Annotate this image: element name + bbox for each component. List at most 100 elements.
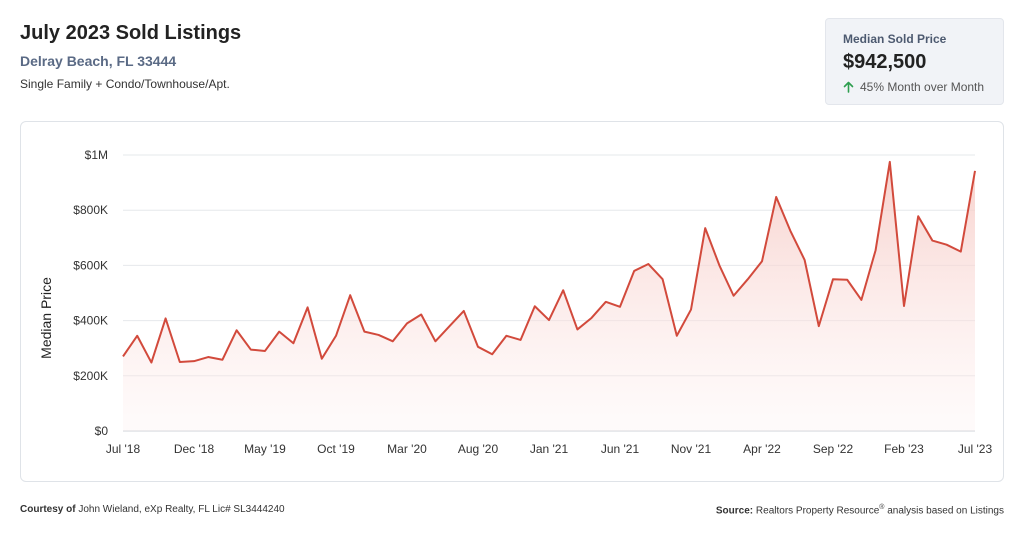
- courtesy-prefix: Courtesy of: [20, 504, 76, 515]
- data-point: [348, 293, 352, 297]
- y-axis-label: Median Price: [38, 277, 54, 359]
- data-point: [391, 339, 395, 343]
- median-price-area: [123, 161, 975, 431]
- data-point: [405, 321, 409, 325]
- x-tick-label: Feb '23: [884, 442, 924, 456]
- x-tick-label: Mar '20: [387, 442, 427, 456]
- data-point: [632, 269, 636, 273]
- data-point: [149, 361, 153, 365]
- data-point: [448, 324, 452, 328]
- source-text-end: analysis based on Listings: [884, 505, 1004, 517]
- data-point: [973, 169, 977, 173]
- y-tick-label: $400K: [73, 314, 108, 328]
- data-point: [788, 229, 792, 233]
- data-point: [306, 305, 310, 309]
- arrow-up-icon: [843, 81, 854, 93]
- data-point: [831, 277, 835, 281]
- courtesy-footer: Courtesy of John Wieland, eXp Realty, FL…: [20, 504, 285, 515]
- data-point: [377, 333, 381, 337]
- data-point: [945, 243, 949, 247]
- stat-change-text: 45% Month over Month: [860, 80, 985, 94]
- data-point: [320, 357, 324, 361]
- data-point: [604, 300, 608, 304]
- data-point: [888, 160, 892, 164]
- data-point: [277, 330, 281, 334]
- data-point: [433, 339, 437, 343]
- data-point: [717, 263, 721, 267]
- median-price-line: [122, 160, 976, 364]
- data-point: [206, 355, 210, 359]
- data-point: [249, 348, 253, 352]
- data-point: [178, 360, 182, 364]
- data-point: [490, 352, 494, 356]
- stat-change: 45% Month over Month: [843, 80, 984, 94]
- x-tick-label: Nov '21: [671, 442, 712, 456]
- data-point: [703, 226, 707, 230]
- data-point: [916, 214, 920, 218]
- data-point: [618, 305, 622, 309]
- data-point: [476, 345, 480, 349]
- data-point: [817, 324, 821, 328]
- data-point: [220, 358, 224, 362]
- source-prefix: Source:: [715, 505, 754, 517]
- y-tick-label: $0: [95, 424, 109, 438]
- y-tick-label: $600K: [73, 258, 108, 272]
- data-point: [661, 277, 665, 281]
- data-point: [646, 262, 650, 266]
- data-point: [675, 334, 679, 338]
- data-point: [930, 239, 934, 243]
- data-point: [164, 316, 168, 320]
- x-tick-label: Jun '21: [601, 442, 640, 456]
- data-point: [590, 316, 594, 320]
- data-point: [135, 334, 139, 338]
- courtesy-text: John Wieland, eXp Realty, FL Lic# SL3444…: [78, 504, 285, 515]
- x-tick-label: May '19: [244, 442, 286, 456]
- data-point: [746, 277, 750, 281]
- data-point: [575, 327, 579, 331]
- data-point: [902, 304, 906, 308]
- data-point: [419, 313, 423, 317]
- data-point: [803, 258, 807, 262]
- y-tick-label: $800K: [73, 203, 108, 217]
- data-point: [192, 359, 196, 363]
- location-subtitle: Delray Beach, FL 33444: [20, 53, 177, 69]
- registered-mark: ®: [879, 504, 885, 511]
- data-point: [334, 334, 338, 338]
- median-sold-price-card: Median Sold Price $942,500 45% Month ove…: [825, 18, 1004, 105]
- stat-label: Median Sold Price: [843, 32, 947, 46]
- data-point: [859, 298, 863, 302]
- data-point: [235, 328, 239, 332]
- data-point: [462, 309, 466, 313]
- source-text: Realtors Property Resource: [755, 505, 880, 517]
- source-footer: Source: Realtors Property Resource® anal…: [716, 504, 1004, 516]
- data-point: [504, 334, 508, 338]
- page-title: July 2023 Sold Listings: [20, 22, 242, 44]
- x-tick-label: Apr '22: [743, 442, 781, 456]
- stat-value: $942,500: [843, 51, 927, 73]
- data-point: [362, 330, 366, 334]
- property-types-text: Single Family + Condo/Townhouse/Apt.: [20, 77, 230, 91]
- data-point: [774, 195, 778, 199]
- data-point: [732, 294, 736, 298]
- data-point: [519, 338, 523, 342]
- x-tick-label: Sep '22: [813, 442, 854, 456]
- data-point: [547, 318, 551, 322]
- data-point: [561, 288, 565, 292]
- data-point: [533, 304, 537, 308]
- data-point: [845, 278, 849, 282]
- y-tick-label: $1M: [85, 148, 108, 162]
- data-point: [874, 248, 878, 252]
- data-point: [959, 250, 963, 254]
- x-tick-label: Jan '21: [530, 442, 569, 456]
- data-point: [760, 259, 764, 263]
- data-point: [689, 308, 693, 312]
- median-price-chart: $0 $200K $400K $600K $800K $1M Jul '18 Dec '18 M…: [38, 148, 993, 456]
- x-tick-label: Aug '20: [458, 442, 499, 456]
- x-tick-label: Jul '18: [106, 442, 141, 456]
- x-tick-label: Jul '23: [958, 442, 993, 456]
- x-tick-label: Dec '18: [174, 442, 215, 456]
- data-point: [263, 349, 267, 353]
- x-tick-label: Oct '19: [317, 442, 355, 456]
- data-point: [121, 354, 125, 358]
- data-point: [291, 341, 295, 345]
